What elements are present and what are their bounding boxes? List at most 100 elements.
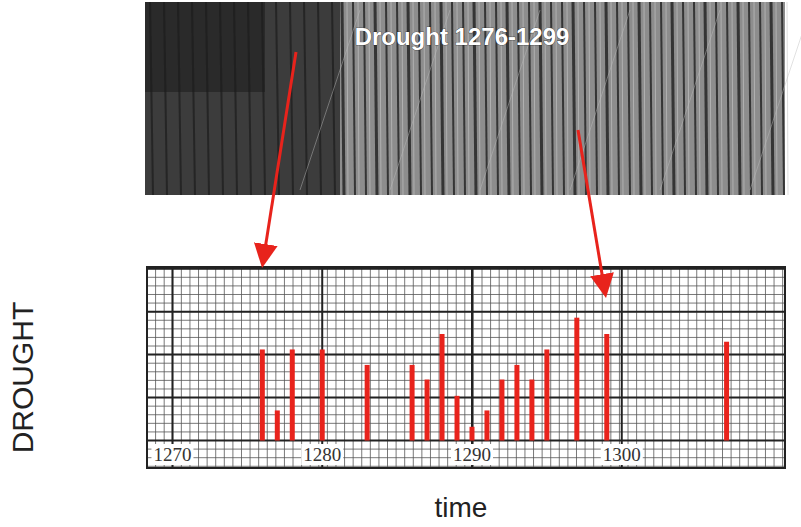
minor-grid-line xyxy=(370,267,371,468)
minor-grid-line xyxy=(147,354,785,355)
minor-grid-line xyxy=(207,267,208,468)
minor-grid-line xyxy=(705,267,706,468)
minor-grid-line xyxy=(147,423,785,424)
minor-grid-line xyxy=(147,311,785,312)
minor-grid-line xyxy=(147,268,785,269)
minor-grid-line xyxy=(567,267,568,468)
bar xyxy=(724,342,729,441)
minor-grid-line xyxy=(147,294,785,295)
minor-grid-line xyxy=(147,397,785,398)
minor-grid-line xyxy=(542,267,543,468)
minor-grid-line xyxy=(147,371,785,372)
y-grid-line xyxy=(147,397,785,399)
chart-root: 1270128012901300DROUGHTtimeDrought 1276-… xyxy=(0,0,801,527)
label-patch xyxy=(451,444,493,465)
minor-grid-line xyxy=(679,267,680,468)
bar xyxy=(260,349,265,440)
ring-line xyxy=(749,2,751,195)
bar xyxy=(484,410,489,440)
minor-grid-line xyxy=(653,267,654,468)
minor-grid-line xyxy=(490,267,491,468)
minor-grid-line xyxy=(258,267,259,468)
minor-grid-line xyxy=(550,267,551,468)
ring-line xyxy=(705,2,707,195)
label-patch xyxy=(301,444,343,465)
bar xyxy=(574,318,579,441)
minor-grid-line xyxy=(387,267,388,468)
ring-line xyxy=(639,2,641,195)
minor-grid-line xyxy=(585,267,586,468)
ring-line xyxy=(318,2,321,195)
ring-line xyxy=(782,2,784,195)
bar xyxy=(604,334,609,441)
photo-ground xyxy=(145,2,785,195)
ring-line xyxy=(683,2,685,195)
ring-line xyxy=(234,2,237,195)
minor-grid-line xyxy=(619,267,620,468)
ring-highlight xyxy=(754,2,755,195)
minor-grid-line xyxy=(164,267,165,468)
minor-grid-line xyxy=(739,267,740,468)
x-tick-label: 1270 xyxy=(153,444,191,465)
minor-grid-line xyxy=(524,267,525,468)
minor-grid-line xyxy=(147,320,785,321)
minor-grid-line xyxy=(189,267,190,468)
ring-line xyxy=(342,2,344,195)
ring-line xyxy=(727,2,729,195)
minor-grid-line xyxy=(662,267,663,468)
minor-grid-line xyxy=(147,363,785,364)
minor-grid-line xyxy=(688,267,689,468)
ring-line xyxy=(262,2,265,195)
bar xyxy=(320,349,325,440)
ring-highlight xyxy=(677,2,678,195)
tree-ring-photo xyxy=(145,2,801,195)
minor-grid-line xyxy=(439,267,440,468)
minor-grid-line xyxy=(250,267,251,468)
ring-line xyxy=(220,2,223,195)
bar xyxy=(455,396,460,441)
bars xyxy=(260,318,729,441)
y-axis-title: DROUGHT xyxy=(6,302,39,454)
minor-grid-line xyxy=(559,267,560,468)
ring-line xyxy=(650,2,652,195)
ring-highlight xyxy=(633,2,634,195)
arrow xyxy=(263,52,296,262)
ring-line xyxy=(304,2,307,195)
y-grid-line xyxy=(147,354,785,356)
minor-grid-line xyxy=(404,267,405,468)
minor-grid-line xyxy=(284,267,285,468)
annotation: Drought 1276-1299 xyxy=(355,23,570,50)
ring-line xyxy=(164,2,167,195)
minor-grid-line xyxy=(224,267,225,468)
minor-grid-line xyxy=(344,267,345,468)
minor-grid-line xyxy=(782,267,783,468)
photo-streak xyxy=(750,10,801,190)
x-tick-label: 1290 xyxy=(453,444,491,465)
minor-grid-line xyxy=(378,267,379,468)
minor-grid-line xyxy=(447,267,448,468)
minor-grid-line xyxy=(147,466,785,467)
minor-grid-line xyxy=(310,267,311,468)
minor-grid-line xyxy=(147,337,785,338)
minor-grid-line xyxy=(610,267,611,468)
minor-grid-line xyxy=(396,267,397,468)
bar xyxy=(529,380,534,441)
ring-line xyxy=(332,2,335,195)
photo-streak xyxy=(300,10,360,190)
label-patch xyxy=(151,444,193,465)
ring-line xyxy=(595,2,597,195)
minor-grid-line xyxy=(181,267,182,468)
ring-highlight xyxy=(776,2,777,195)
minor-grid-line xyxy=(155,267,156,468)
ring-highlight xyxy=(787,2,788,195)
minor-grid-line xyxy=(147,440,785,441)
x-axis-title: time xyxy=(435,492,488,523)
plot-frame xyxy=(147,267,785,468)
ring-highlight xyxy=(611,2,612,195)
minor-grid-line xyxy=(147,414,785,415)
minor-grid-line xyxy=(327,267,328,468)
minor-grid-line xyxy=(464,267,465,468)
minor-grid-line xyxy=(147,380,785,381)
minor-grid-line xyxy=(147,406,785,407)
minor-grid-line xyxy=(696,267,697,468)
